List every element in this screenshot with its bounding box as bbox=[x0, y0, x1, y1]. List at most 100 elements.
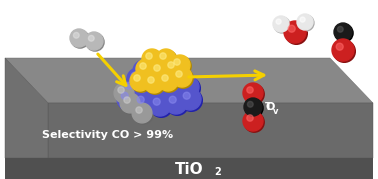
Circle shape bbox=[159, 72, 179, 92]
Text: TiO: TiO bbox=[175, 161, 203, 176]
Circle shape bbox=[176, 71, 182, 77]
Circle shape bbox=[244, 112, 264, 132]
Circle shape bbox=[171, 56, 191, 76]
Circle shape bbox=[179, 88, 201, 110]
Circle shape bbox=[173, 71, 180, 78]
Circle shape bbox=[85, 32, 103, 50]
Circle shape bbox=[127, 68, 149, 90]
Circle shape bbox=[156, 72, 178, 94]
Circle shape bbox=[273, 16, 289, 32]
Text: T: T bbox=[265, 102, 272, 112]
Circle shape bbox=[125, 82, 132, 89]
Circle shape bbox=[153, 98, 160, 105]
Circle shape bbox=[170, 68, 192, 90]
Circle shape bbox=[132, 103, 152, 123]
Circle shape bbox=[133, 60, 155, 82]
Circle shape bbox=[140, 63, 146, 69]
Circle shape bbox=[134, 61, 156, 83]
Circle shape bbox=[164, 58, 184, 78]
Polygon shape bbox=[5, 58, 48, 158]
Circle shape bbox=[151, 62, 171, 82]
Circle shape bbox=[177, 76, 199, 98]
Circle shape bbox=[157, 50, 177, 70]
Circle shape bbox=[165, 59, 185, 79]
Circle shape bbox=[174, 59, 180, 65]
Circle shape bbox=[165, 92, 187, 114]
Circle shape bbox=[88, 35, 94, 41]
Circle shape bbox=[144, 73, 164, 93]
Circle shape bbox=[243, 111, 263, 131]
Circle shape bbox=[181, 80, 188, 87]
Circle shape bbox=[244, 84, 264, 104]
Circle shape bbox=[159, 75, 166, 82]
Circle shape bbox=[166, 93, 188, 115]
Circle shape bbox=[143, 71, 164, 93]
Polygon shape bbox=[5, 158, 373, 179]
Circle shape bbox=[124, 97, 130, 103]
Circle shape bbox=[133, 104, 153, 124]
Circle shape bbox=[137, 96, 144, 103]
Circle shape bbox=[120, 93, 140, 113]
Circle shape bbox=[170, 55, 190, 75]
Text: v: v bbox=[273, 107, 279, 115]
Circle shape bbox=[121, 78, 143, 100]
Circle shape bbox=[142, 49, 162, 69]
Circle shape bbox=[150, 82, 172, 104]
Circle shape bbox=[173, 68, 193, 88]
Circle shape bbox=[165, 64, 172, 71]
Circle shape bbox=[136, 59, 156, 79]
Text: O: O bbox=[265, 102, 274, 112]
Circle shape bbox=[244, 98, 262, 116]
Text: 2: 2 bbox=[214, 167, 221, 177]
Circle shape bbox=[149, 94, 171, 116]
Circle shape bbox=[134, 75, 140, 81]
Circle shape bbox=[168, 83, 175, 90]
Circle shape bbox=[146, 53, 152, 59]
Circle shape bbox=[131, 72, 151, 92]
Circle shape bbox=[162, 61, 184, 83]
Circle shape bbox=[154, 86, 161, 93]
Circle shape bbox=[178, 77, 200, 99]
Circle shape bbox=[161, 60, 183, 82]
Circle shape bbox=[141, 70, 163, 92]
Circle shape bbox=[118, 87, 124, 93]
Circle shape bbox=[334, 23, 352, 41]
Circle shape bbox=[134, 93, 156, 115]
Circle shape bbox=[183, 92, 190, 99]
Circle shape bbox=[247, 115, 253, 121]
Circle shape bbox=[155, 71, 177, 93]
Circle shape bbox=[73, 32, 79, 38]
Circle shape bbox=[172, 67, 192, 87]
Circle shape bbox=[248, 101, 253, 107]
Circle shape bbox=[133, 92, 155, 114]
Circle shape bbox=[128, 69, 150, 91]
Circle shape bbox=[243, 83, 263, 103]
Circle shape bbox=[145, 74, 165, 94]
Circle shape bbox=[298, 15, 314, 31]
Circle shape bbox=[131, 72, 138, 79]
Circle shape bbox=[284, 21, 306, 43]
Circle shape bbox=[300, 17, 305, 22]
Circle shape bbox=[130, 71, 150, 91]
Circle shape bbox=[121, 92, 128, 99]
Circle shape bbox=[245, 99, 263, 117]
Circle shape bbox=[114, 83, 134, 103]
Circle shape bbox=[70, 29, 88, 47]
Circle shape bbox=[86, 33, 104, 51]
Polygon shape bbox=[48, 103, 373, 158]
Circle shape bbox=[147, 62, 169, 84]
Circle shape bbox=[150, 95, 172, 117]
Circle shape bbox=[117, 88, 139, 110]
Circle shape bbox=[137, 60, 157, 80]
Circle shape bbox=[169, 67, 191, 89]
Circle shape bbox=[121, 94, 141, 114]
Circle shape bbox=[285, 22, 307, 44]
Circle shape bbox=[297, 14, 313, 30]
Circle shape bbox=[136, 82, 158, 104]
Circle shape bbox=[180, 89, 202, 111]
Circle shape bbox=[333, 40, 355, 62]
Circle shape bbox=[136, 107, 142, 113]
Circle shape bbox=[336, 43, 343, 50]
Circle shape bbox=[137, 64, 144, 71]
Circle shape bbox=[71, 30, 89, 48]
